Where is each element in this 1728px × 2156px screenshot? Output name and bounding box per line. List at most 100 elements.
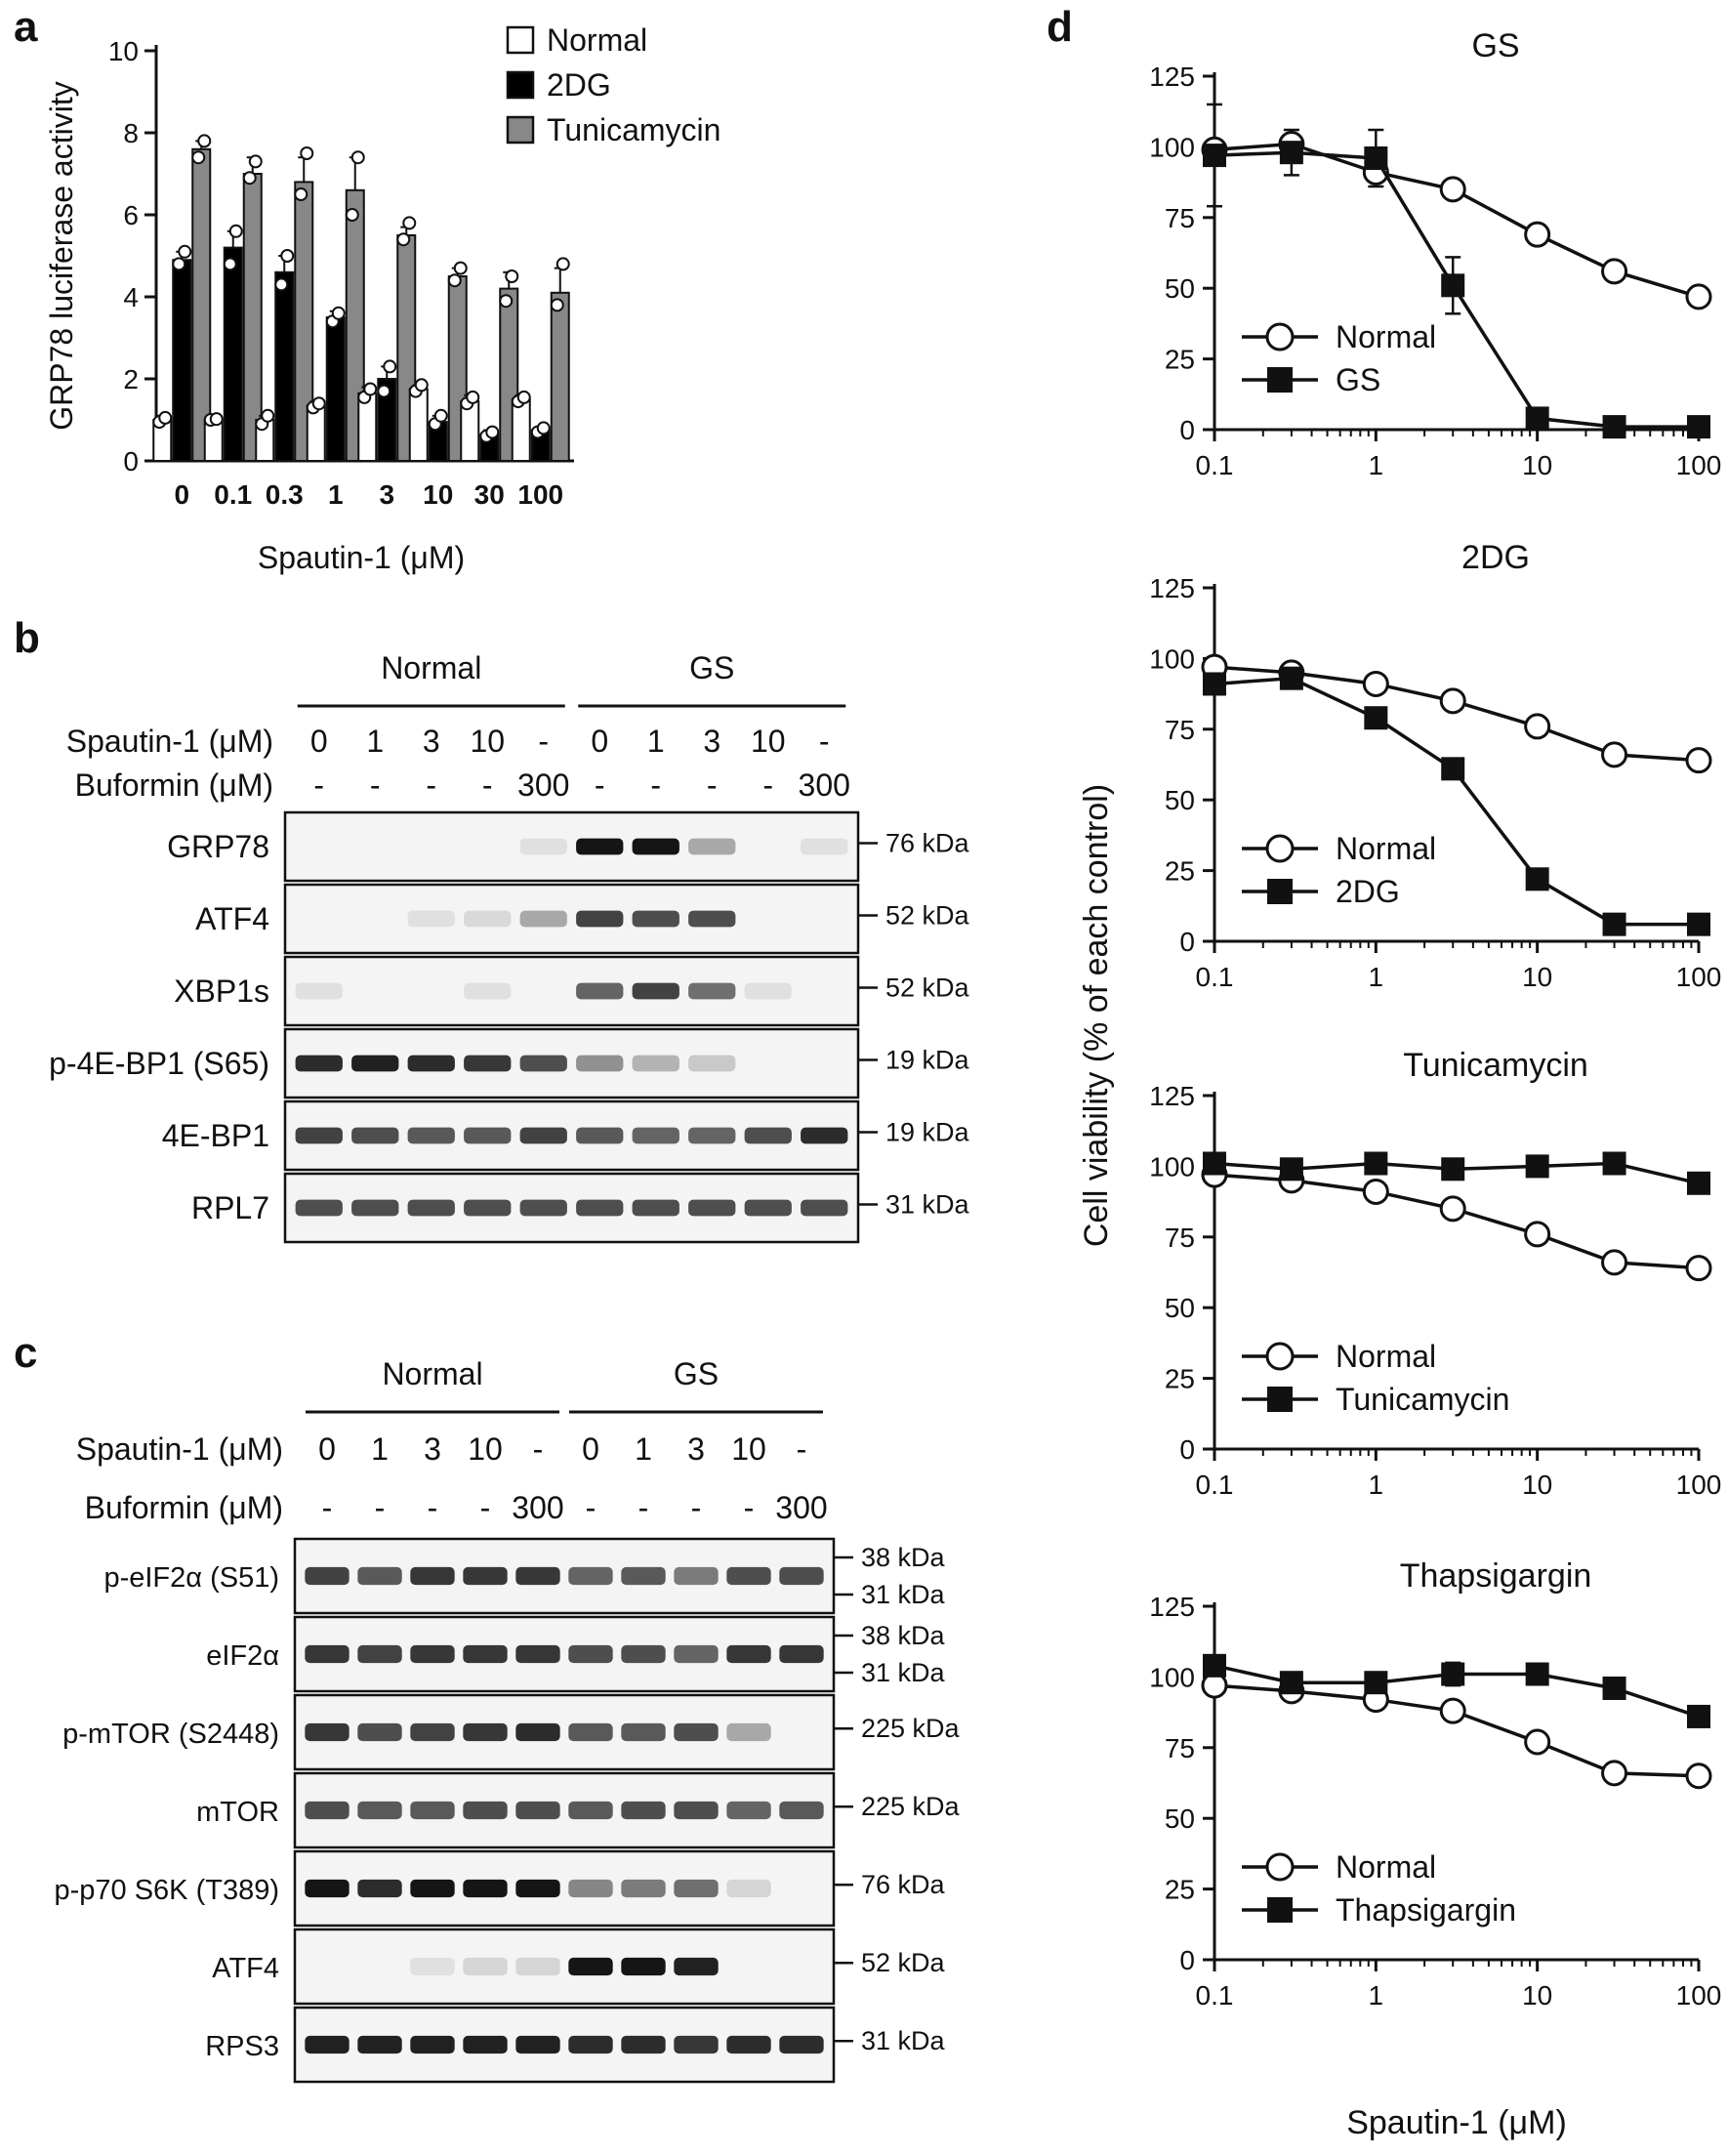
legend-label: Normal: [1336, 319, 1436, 354]
protein-band: [305, 1879, 350, 1898]
x-tick-label: 1: [1369, 1470, 1384, 1500]
viability-chart: 0 25 50 75 100 125 0.1 1 10 100 Tunicamycin Normal T…: [1149, 1047, 1721, 1500]
bar: [242, 173, 263, 462]
data-point: [1203, 672, 1226, 696]
chart-title: Thapsigargin: [1400, 1557, 1592, 1595]
protein-band: [744, 1199, 792, 1217]
spautin-dose: 0: [582, 1431, 599, 1467]
marker-label: 31 kDa: [885, 1190, 970, 1220]
data-point: [158, 410, 173, 425]
data-point: [550, 298, 564, 312]
protein-band: [688, 838, 736, 855]
blot-label: RPS3: [205, 2031, 279, 2062]
protein-band: [515, 1566, 560, 1586]
protein-band: [463, 1644, 508, 1664]
blot-label: p-mTOR (S2448): [62, 1719, 279, 1750]
y-tick-label: 0: [123, 446, 139, 477]
y-tick-label: 25: [1165, 1364, 1195, 1394]
x-tick-label: 10: [1522, 1980, 1552, 2011]
protein-band: [295, 982, 343, 1000]
protein-band: [632, 910, 679, 928]
protein-band: [407, 1127, 455, 1144]
protein-band: [688, 1199, 736, 1217]
x-tick-label: 0.3: [266, 479, 304, 510]
x-tick-label: 100: [517, 479, 563, 510]
spautin-dose: 1: [647, 724, 665, 759]
data-point: [1441, 273, 1465, 298]
protein-band: [410, 1644, 455, 1664]
marker-label: 19 kDa: [885, 1046, 970, 1075]
y-tick-label: 75: [1165, 715, 1195, 745]
y-tick-label: 75: [1165, 1223, 1195, 1253]
buformin-dose: -: [313, 767, 324, 803]
protein-band: [515, 1957, 560, 1976]
data-point: [350, 150, 365, 165]
buformin-dose: -: [370, 767, 381, 803]
data-point: [1601, 741, 1628, 768]
group-label: GS: [674, 1356, 719, 1391]
x-tick-label: 0.1: [1196, 1980, 1234, 2011]
data-point: [331, 306, 346, 320]
x-axis-label: Spautin-1 (μM): [1346, 2104, 1567, 2141]
protein-band: [576, 1127, 624, 1144]
marker-label: 52 kDa: [885, 901, 970, 931]
x-tick-label: 100: [1676, 962, 1722, 992]
data-point: [1439, 687, 1466, 715]
spautin-dose: -: [797, 1431, 807, 1467]
buformin-dose: -: [595, 767, 605, 803]
legend-swatch: [506, 115, 535, 145]
x-tick-label: 10: [1522, 1470, 1552, 1500]
data-point: [1524, 713, 1551, 740]
chart-title: GS: [1471, 27, 1519, 64]
data-point: [1441, 1662, 1465, 1686]
data-point: [1685, 1255, 1712, 1282]
marker-label: 38 kDa: [861, 1621, 946, 1650]
legend-label: Normal: [1336, 831, 1436, 866]
protein-band: [568, 1644, 613, 1664]
buformin-dose: 300: [775, 1490, 827, 1525]
data-point: [1685, 747, 1712, 774]
protein-band: [688, 1127, 736, 1144]
y-tick-label: 75: [1165, 1733, 1195, 1763]
bar: [511, 398, 531, 462]
protein-band: [621, 1957, 666, 1976]
protein-band: [632, 982, 679, 1000]
protein-band: [463, 1722, 508, 1742]
data-point: [1524, 1221, 1551, 1248]
protein-band: [632, 1127, 679, 1144]
marker-label: 225 kDa: [861, 1792, 961, 1821]
data-point: [536, 421, 551, 435]
protein-band: [305, 1566, 350, 1586]
x-tick-label: 3: [379, 479, 394, 510]
blot-label: RPL7: [191, 1190, 269, 1225]
legend-label: 2DG: [547, 67, 611, 103]
legend-marker: [1267, 367, 1293, 393]
protein-band: [568, 1801, 613, 1820]
protein-band: [410, 1801, 455, 1820]
legend-label: Thapsigargin: [1336, 1892, 1516, 1928]
data-point: [485, 425, 500, 439]
blot-label: eIF2α: [206, 1640, 279, 1672]
blot-frame: [283, 810, 860, 883]
group-label: Normal: [381, 650, 481, 685]
protein-band: [779, 1566, 824, 1586]
y-tick-label: 100: [1149, 643, 1195, 674]
marker-label: 76 kDa: [885, 829, 970, 858]
bar: [460, 400, 480, 463]
protein-band: [674, 1566, 719, 1586]
data-point: [1687, 415, 1710, 439]
protein-band: [515, 1722, 560, 1742]
protein-band: [779, 1801, 824, 1820]
blot-frame: [283, 883, 860, 955]
data-point: [1439, 176, 1466, 203]
data-point: [209, 412, 224, 427]
data-point: [1279, 1157, 1303, 1182]
x-tick-label: 10: [1522, 962, 1552, 992]
protein-band: [688, 1055, 736, 1072]
buformin-dose: -: [586, 1490, 597, 1525]
buformin-dose: 300: [512, 1490, 563, 1525]
data-point: [1601, 258, 1628, 285]
